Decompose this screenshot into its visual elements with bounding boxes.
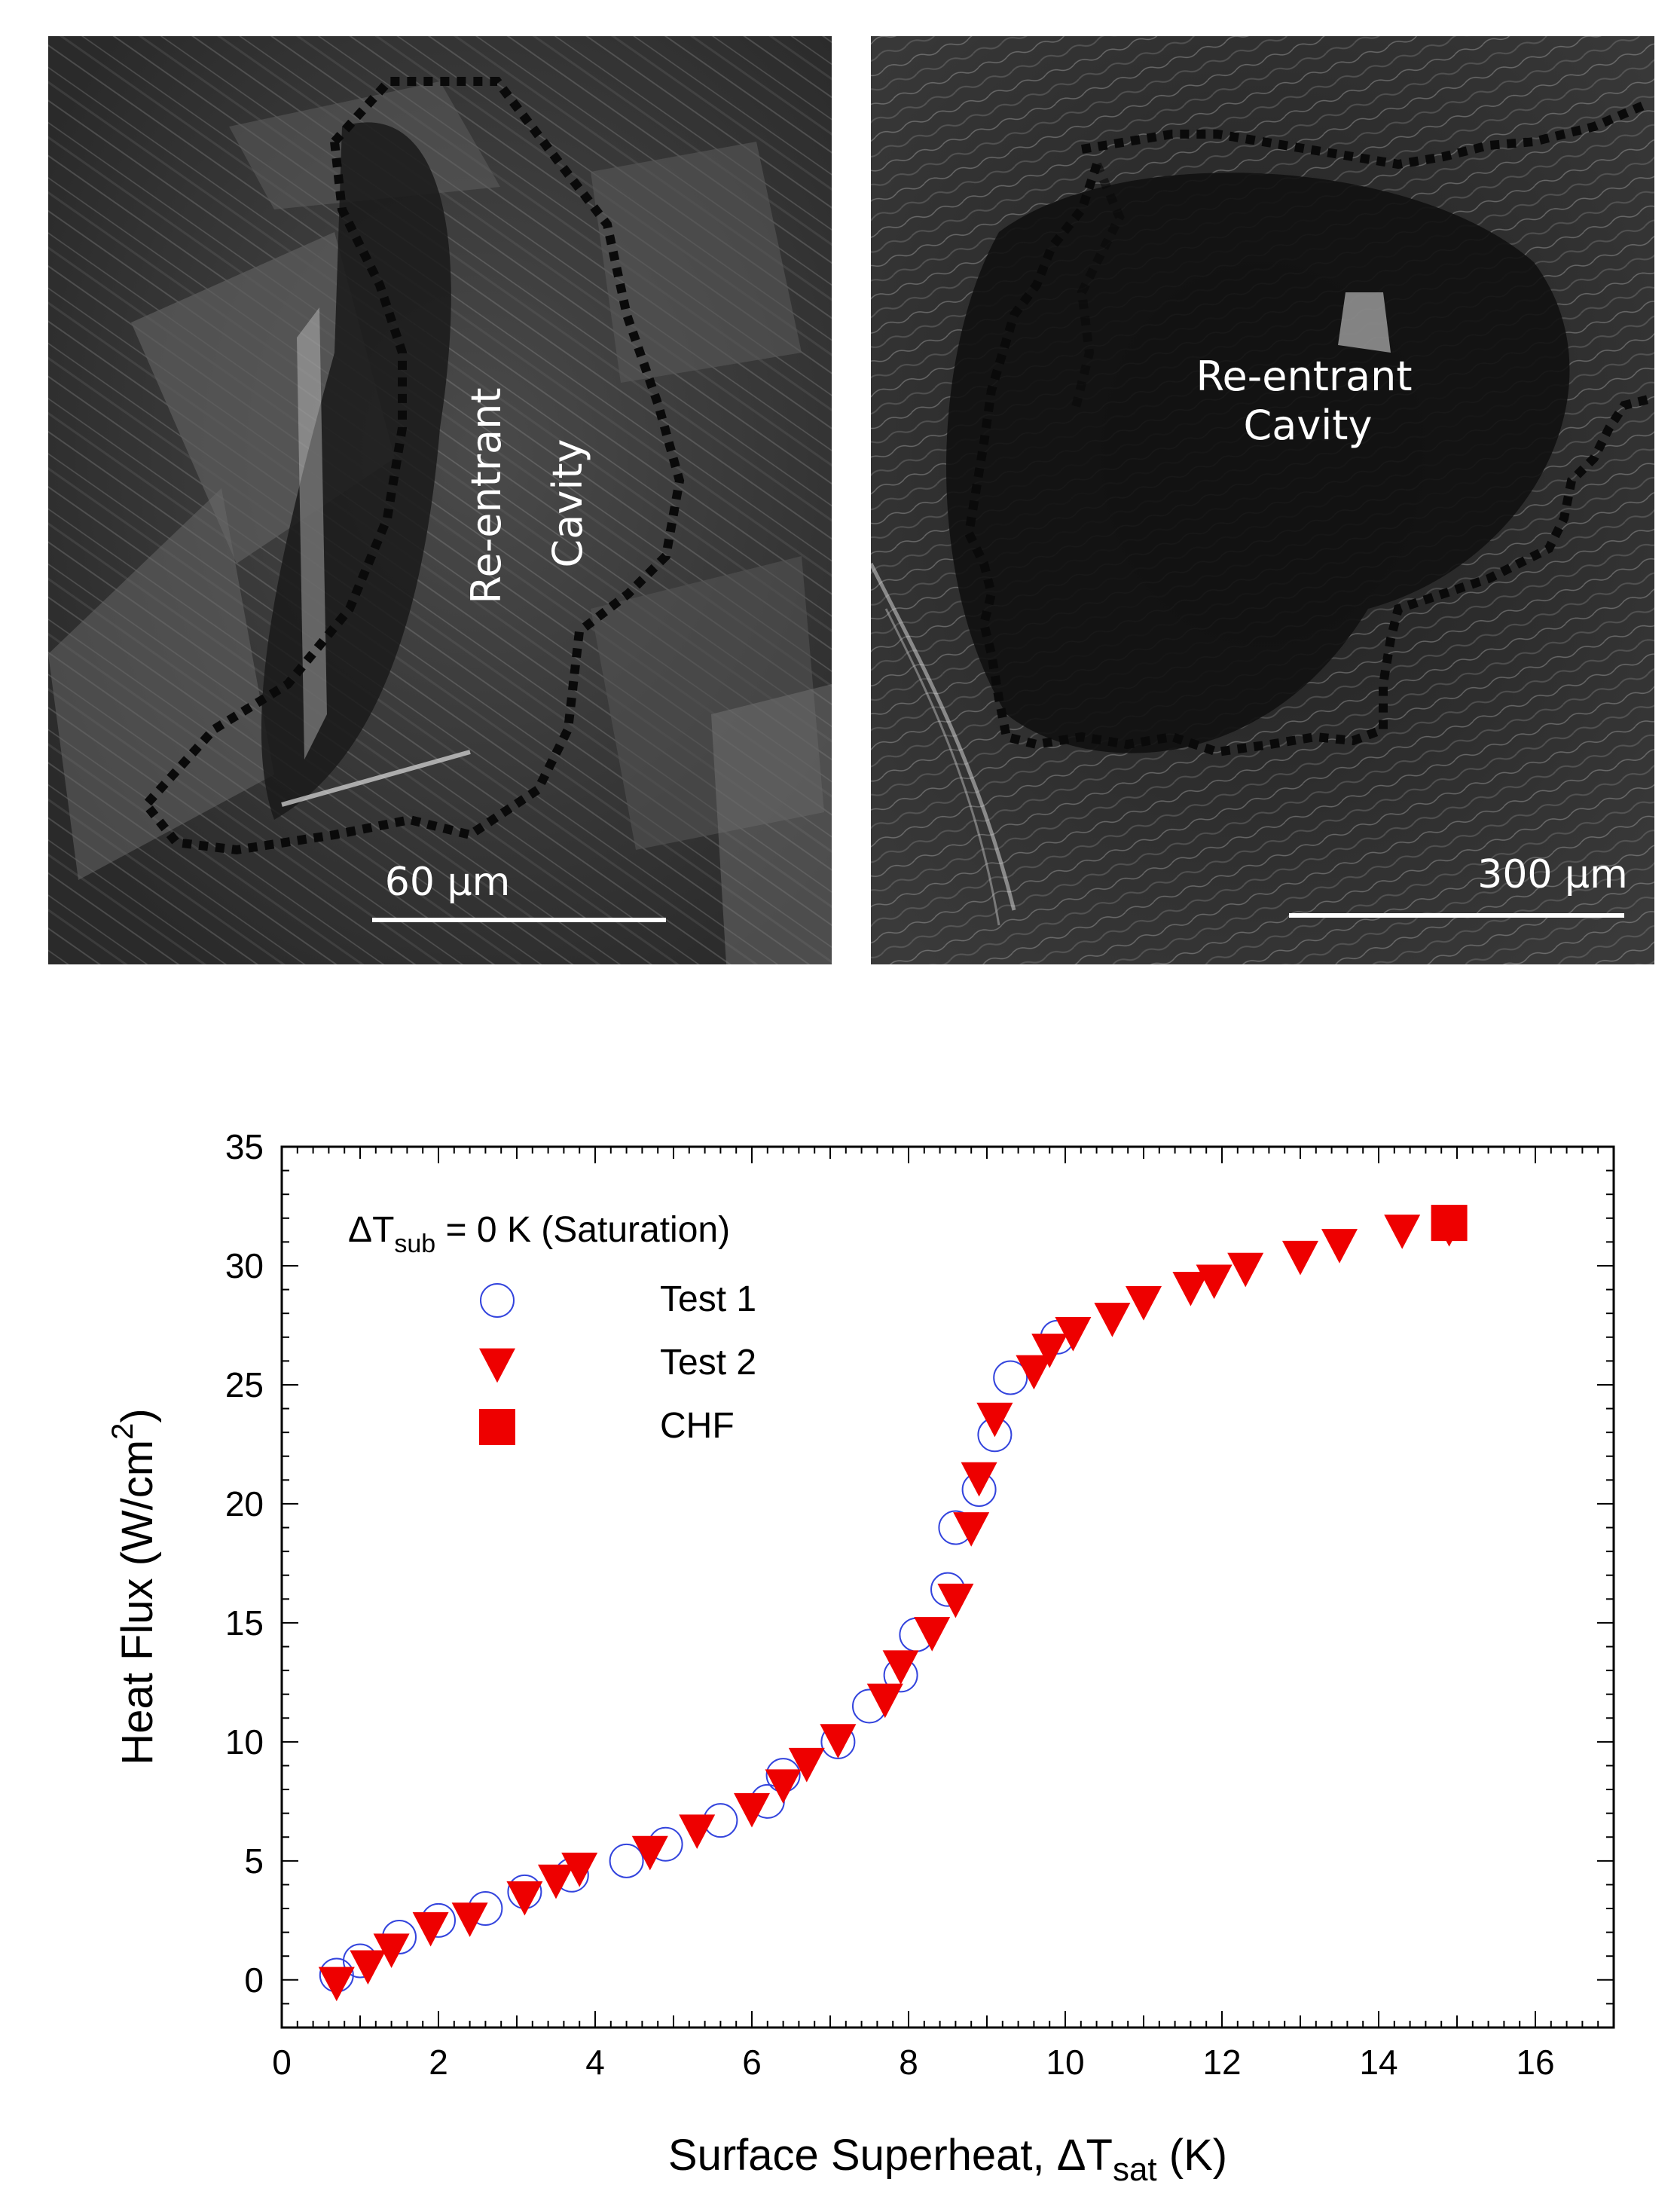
scale-label-right: 300 μm — [1477, 852, 1628, 897]
cavity-label-line1: Re-entrant — [463, 387, 510, 604]
x-tick-label: 6 — [742, 2043, 762, 2082]
legend: ΔTsub = 0 K (Saturation) Test 1 Test 2 C… — [348, 1210, 756, 1446]
test2-point — [1282, 1240, 1318, 1276]
test2-point — [914, 1617, 951, 1652]
test2-point — [412, 1911, 449, 1947]
y-tick-label: 10 — [225, 1722, 264, 1762]
test2-point — [561, 1852, 598, 1887]
x-tick-label: 0 — [272, 2043, 292, 2082]
x-axis-title: Surface Superheat, ΔTsat (K) — [668, 2131, 1227, 2188]
legend-symbol-chf — [479, 1409, 515, 1445]
x-tick-label: 4 — [585, 2043, 605, 2082]
test2-point — [1094, 1303, 1131, 1337]
x-tick-label: 16 — [1516, 2043, 1554, 2082]
test2-point — [882, 1650, 919, 1685]
test2-point — [1227, 1252, 1264, 1288]
test2-point — [1031, 1334, 1068, 1368]
sem-micrograph-right: Re-entrant Cavity 300 μm — [871, 36, 1654, 964]
test2-point — [1196, 1264, 1233, 1300]
test1-point — [993, 1360, 1028, 1395]
test2-point — [451, 1902, 488, 1937]
cavity-label-line2: Cavity — [544, 439, 591, 568]
x-tick-label: 14 — [1359, 2043, 1397, 2082]
y-tick-label: 15 — [225, 1603, 264, 1643]
test2-point — [1321, 1229, 1358, 1264]
y-tick-label: 25 — [225, 1365, 264, 1404]
test2-point — [318, 1966, 355, 2002]
test2-point — [1384, 1215, 1421, 1249]
legend-symbol-test2 — [479, 1348, 515, 1383]
x-tick-label: 2 — [429, 2043, 448, 2082]
legend-label-chf: CHF — [660, 1406, 735, 1446]
test2-point — [679, 1814, 716, 1849]
y-tick-label: 5 — [244, 1841, 264, 1881]
test2-point — [350, 1950, 386, 1985]
test2-point — [866, 1683, 903, 1719]
test2-point — [506, 1881, 543, 1916]
test2-point — [631, 1835, 668, 1871]
scale-bar-right — [1289, 913, 1624, 918]
test2-point — [1055, 1317, 1092, 1352]
test2-point — [765, 1769, 802, 1804]
boiling-curve-chart: 0 2 4 6 8 10 12 14 16 0 5 10 15 20 25 30 35 Surface Sup… — [0, 1055, 1680, 2188]
test2-point — [937, 1583, 974, 1618]
y-tick-label: 30 — [225, 1246, 264, 1285]
scale-label-left: 60 μm — [385, 860, 510, 905]
sem-micrograph-left: Re-entrant Cavity 60 μm — [48, 36, 832, 964]
test2-point — [734, 1792, 770, 1828]
test2-point — [373, 1933, 410, 1968]
legend-symbols — [479, 1283, 515, 1445]
legend-condition: ΔTsub = 0 K (Saturation) — [348, 1210, 730, 1258]
y-tick-labels: 0 5 10 15 20 25 30 35 — [225, 1127, 264, 2000]
test2-point — [953, 1512, 990, 1547]
legend-label-test2: Test 2 — [660, 1343, 756, 1383]
test2-point — [961, 1462, 997, 1497]
y-tick-label: 0 — [244, 1960, 264, 2000]
plot-area-frame — [280, 1145, 1615, 2029]
test2-point — [1016, 1355, 1052, 1390]
cavity-label-line2: Cavity — [1244, 402, 1373, 449]
cavity-label-line1: Re-entrant — [1196, 353, 1412, 400]
test2-point — [788, 1747, 825, 1783]
chf-point — [1431, 1205, 1468, 1242]
scale-bar-left — [372, 918, 666, 922]
legend-symbol-test1 — [480, 1283, 515, 1318]
x-tick-label: 8 — [899, 2043, 918, 2082]
x-tick-labels: 0 2 4 6 8 10 12 14 16 — [272, 2043, 1554, 2082]
test2-point — [1172, 1272, 1209, 1306]
legend-label-test1: Test 1 — [660, 1279, 756, 1319]
axis-ticks — [281, 1146, 1614, 2028]
test2-point — [820, 1724, 857, 1759]
data-markers — [318, 1205, 1468, 2002]
x-tick-label: 12 — [1202, 2043, 1241, 2082]
x-tick-label: 10 — [1046, 2043, 1084, 2082]
y-axis-title: Heat Flux (W/cm2) — [106, 1408, 162, 1765]
test2-point — [976, 1402, 1013, 1438]
test1-point — [609, 1843, 644, 1878]
y-tick-label: 20 — [225, 1484, 264, 1523]
test2-point — [1126, 1285, 1162, 1321]
test2-point — [538, 1864, 574, 1899]
y-tick-label: 35 — [225, 1127, 264, 1166]
